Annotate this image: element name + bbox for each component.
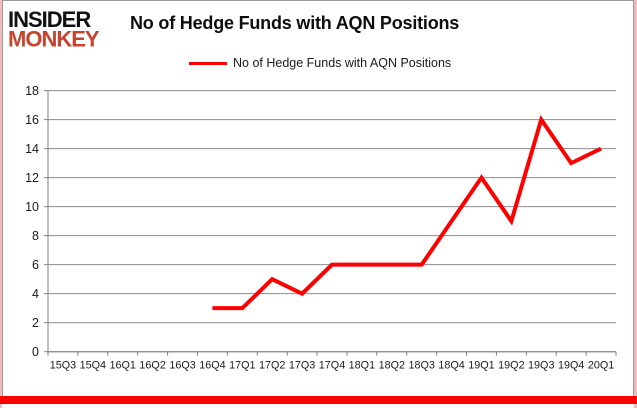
x-tick-label: 16Q4 (199, 360, 225, 372)
insider-monkey-logo: INSIDER MONKEY (8, 6, 100, 52)
chart-legend: No of Hedge Funds with AQN Positions (189, 55, 451, 71)
x-tick-label: 19Q3 (528, 360, 554, 372)
y-tick-label: 8 (32, 229, 39, 243)
frame-left-edge (0, 0, 2, 408)
x-tick-label: 17Q4 (319, 360, 345, 372)
x-tick-label: 20Q1 (588, 360, 614, 372)
x-tick-label: 17Q2 (259, 360, 285, 372)
series-line (212, 115, 602, 311)
x-tick-label: 19Q4 (558, 360, 584, 372)
y-tick-label: 14 (25, 142, 39, 156)
x-tick-label: 18Q1 (349, 360, 375, 372)
legend-label: No of Hedge Funds with AQN Positions (233, 56, 452, 70)
bottom-red-bar (0, 396, 637, 404)
y-tick-label: 0 (32, 345, 39, 359)
x-tick-label: 15Q3 (50, 360, 76, 372)
y-tick-label: 6 (32, 258, 39, 272)
x-tick-label: 17Q3 (289, 360, 315, 372)
x-tick-label: 19Q1 (468, 360, 494, 372)
y-tick-label: 4 (32, 287, 39, 301)
y-tick-label: 2 (32, 316, 39, 330)
logo-line-monkey: MONKEY (8, 25, 100, 52)
x-tick-label: 17Q1 (229, 360, 255, 372)
y-tick-label: 10 (25, 200, 39, 214)
x-tick-label: 18Q2 (379, 360, 405, 372)
frame-right-edge (634, 0, 637, 408)
y-tick-label: 16 (25, 113, 39, 127)
x-tick-label: 19Q2 (498, 360, 524, 372)
x-tick-label: 18Q4 (438, 360, 464, 372)
x-tick-label: 18Q3 (408, 360, 434, 372)
x-tick-label: 15Q4 (80, 360, 106, 372)
logo-line-insider: INSIDER (8, 6, 91, 33)
y-tick-label: 18 (25, 84, 39, 98)
chart-title: No of Hedge Funds with AQN Positions (130, 13, 460, 33)
x-tick-label: 16Q1 (110, 360, 136, 372)
x-tick-label: 16Q3 (169, 360, 195, 372)
x-tick-label: 16Q2 (139, 360, 165, 372)
legend-line-swatch (189, 61, 227, 65)
y-tick-label: 12 (25, 171, 39, 185)
